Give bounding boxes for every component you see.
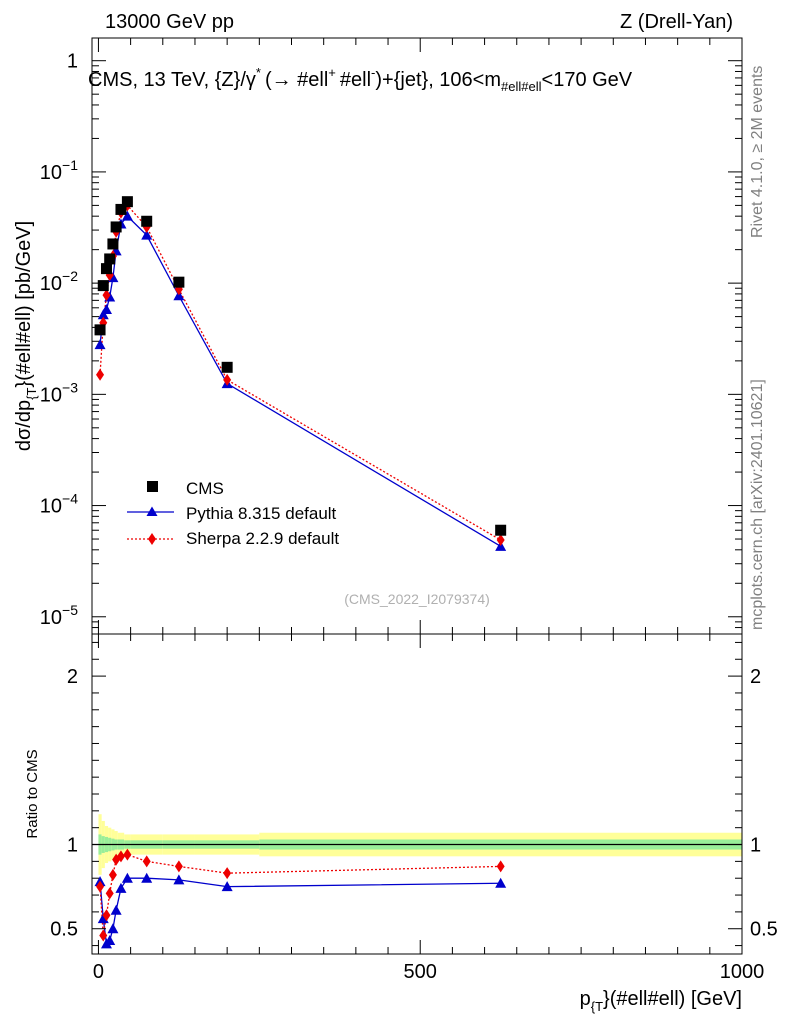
ratio-tick-label-right: 1 — [750, 835, 761, 857]
cms-point — [94, 324, 106, 336]
pythia-ratio-point — [495, 877, 507, 888]
sherpa-ratio-point — [174, 860, 183, 873]
main-axis-ticks — [92, 38, 743, 635]
sherpa-line — [99, 204, 501, 541]
x-tick-label: 1000 — [720, 961, 765, 983]
y-tick-label: 10−1 — [40, 157, 78, 184]
sherpa-ratio-point — [102, 909, 111, 922]
legend-cms-marker — [147, 481, 158, 492]
main-series-layer — [94, 196, 507, 551]
sherpa-point — [96, 368, 105, 381]
legend-pythia-label: Pythia 8.315 default — [186, 504, 337, 523]
sherpa-ratio-point — [108, 868, 117, 881]
x-tick-label: 0 — [93, 961, 104, 983]
x-axis-label: p{T}(#ell#ell) [GeV] — [580, 988, 742, 1014]
ratio-tick-label-left: 2 — [67, 666, 78, 688]
pythia-ratio-point — [115, 882, 127, 893]
sherpa-ratio-point — [123, 848, 132, 861]
y-tick-label: 10−2 — [40, 268, 78, 295]
ratio-panel: 0.5 0.5 1 1 2 2 0 500 1000 Ratio to CMS p{T}(#e… — [24, 633, 778, 1014]
sherpa-ratio-point — [99, 929, 108, 942]
sherpa-point — [102, 289, 111, 302]
pythia-point — [121, 210, 133, 221]
pythia-point — [100, 303, 112, 314]
ratio-tick-labels: 0.5 0.5 1 1 2 2 — [50, 666, 778, 941]
ratio-y-axis-label: Ratio to CMS — [24, 749, 41, 838]
analysis-watermark: (CMS_2022_I2079374) — [344, 591, 490, 607]
ratio-axis-ticks — [92, 634, 743, 954]
plot-title: CMS, 13 TeV, {Z}/γ* (→ #ell+ #ell-)+{jet},… — [88, 65, 633, 94]
cms-point — [141, 215, 153, 227]
x-tick-labels: 0 500 1000 — [93, 961, 764, 983]
ratio-tick-label-right: 0.5 — [750, 919, 778, 941]
ratio-series-layer — [94, 848, 507, 949]
header-right: Z (Drell-Yan) — [620, 11, 733, 33]
cms-point — [100, 263, 112, 275]
ratio-tick-label-right: 2 — [750, 666, 761, 688]
sherpa-point — [223, 373, 232, 386]
sherpa-ratio-point — [142, 855, 151, 868]
pythia-ratio-point — [97, 913, 109, 924]
header-left: 13000 GeV pp — [105, 11, 234, 33]
cms-point — [495, 524, 507, 536]
pythia-point — [141, 229, 153, 240]
legend-sherpa-label: Sherpa 2.2.9 default — [186, 529, 339, 548]
pythia-ratio-point — [104, 935, 116, 946]
cms-point — [97, 280, 109, 292]
pythia-ratio-point — [110, 904, 122, 915]
legend-pythia-marker — [146, 506, 158, 516]
pythia-point — [94, 339, 106, 350]
y-tick-label: 10−5 — [40, 602, 78, 629]
x-tick-label: 500 — [404, 961, 437, 983]
ratio-tick-label-left: 0.5 — [50, 919, 78, 941]
cms-point — [107, 238, 119, 250]
y-tick-label: 10−4 — [40, 491, 78, 518]
rivet-version-label: Rivet 4.1.0, ≥ 2M events — [749, 66, 766, 238]
legend-cms-label: CMS — [186, 479, 224, 498]
pythia-ratio-point — [141, 872, 153, 883]
cms-point — [104, 253, 116, 265]
pythia-ratio-point — [107, 923, 119, 934]
pythia-point — [97, 309, 109, 320]
y-tick-label: 10−3 — [40, 379, 78, 406]
y-tick-label: 1 — [67, 51, 78, 73]
cms-point — [173, 276, 185, 288]
ratio-tick-label-left: 1 — [67, 835, 78, 857]
sherpa-ratio-point — [96, 880, 105, 893]
pythia-ratio-line — [99, 877, 501, 946]
main-panel: 1 10−1 10−2 10−3 10−4 10−5 CMS, 13 TeV, {Z}/γ… — [13, 37, 743, 635]
sherpa-ratio-point — [496, 860, 505, 873]
sherpa-ratio-point — [223, 867, 232, 880]
legend-sherpa-marker — [148, 533, 156, 545]
cms-point — [115, 203, 127, 215]
pythia-line — [99, 215, 501, 547]
pythia-ratio-point — [221, 881, 233, 892]
y-axis-label: dσ/dp{T}(#ell#ell) [pb/GeV] — [13, 221, 39, 451]
cms-point — [121, 196, 133, 208]
sherpa-ratio-line — [99, 853, 501, 936]
sherpa-point — [496, 534, 505, 547]
y-tick-labels: 1 10−1 10−2 10−3 10−4 10−5 — [40, 51, 78, 629]
pythia-ratio-point — [173, 874, 185, 885]
sherpa-ratio-point — [105, 887, 114, 900]
sherpa-ratio-point — [116, 850, 125, 863]
cms-point — [221, 361, 233, 373]
cms-point — [110, 221, 122, 233]
ratio-panel-frame — [91, 633, 743, 955]
mcplots-label: mcplots.cern.ch [arXiv:2401.10621] — [749, 379, 766, 630]
legend: CMS Pythia 8.315 default Sherpa 2.2.9 de… — [127, 479, 339, 548]
pythia-ratio-point — [121, 872, 133, 883]
